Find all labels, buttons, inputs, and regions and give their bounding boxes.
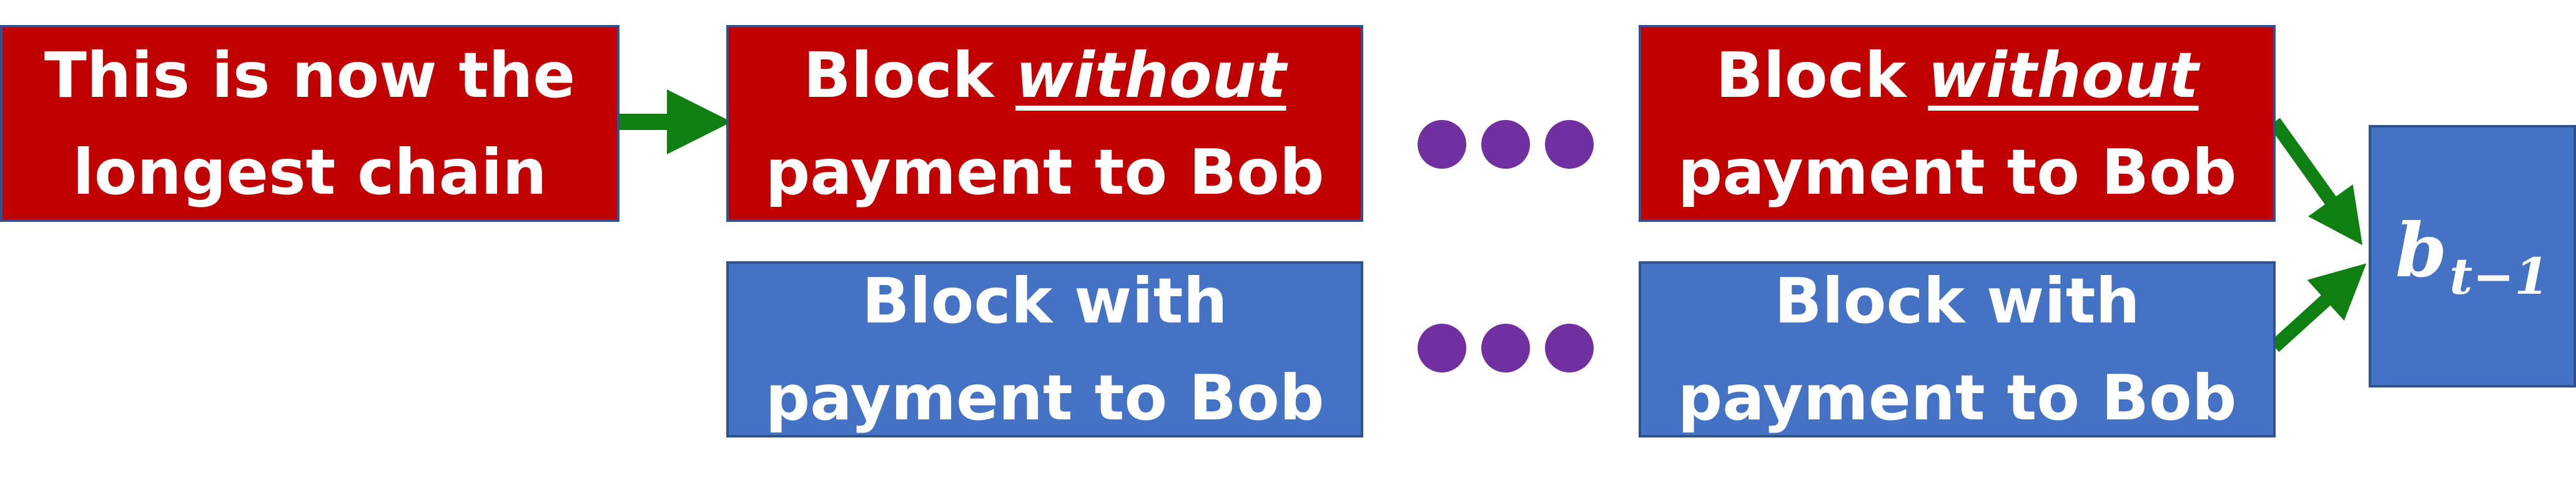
block-word: Block [1715,38,1928,112]
longest-chain-line2: longest chain [72,135,547,209]
ellipsis-bottom [1418,324,1594,372]
block-without-line2: payment to Bob [1677,135,2237,209]
block-word: Block [803,38,1016,112]
block-with-line1: Block with [862,264,1228,338]
block-without-line1: Block without [1715,27,2198,124]
target-label-subscript: t−1 [2449,247,2550,306]
block-without-line1: Block without [803,27,1286,124]
ellipsis-dot [1481,324,1530,372]
arrow-bottom-block-to-target [2269,263,2367,352]
block-without-payment-1: Block without payment to Bob [726,25,1363,222]
arrow-top-block-to-target [2269,118,2363,246]
block-with-payment-1: Block with payment to Bob [726,261,1363,438]
block-with-line1: Block with [1774,264,2140,338]
ellipsis-dot [1418,120,1466,169]
longest-chain-block: This is now the longest chain [0,25,619,222]
target-label: bt−1 [2396,207,2549,306]
ellipsis-top [1418,120,1594,169]
without-emphasis: without [1928,38,2199,112]
without-emphasis: without [1015,38,1286,112]
ellipsis-dot [1418,324,1466,372]
ellipsis-dot [1545,324,1594,372]
block-with-payment-2: Block with payment to Bob [1639,261,2276,438]
block-without-line2: payment to Bob [765,135,1325,209]
target-label-base: b [2395,207,2447,294]
target-block-b-t-minus-1: bt−1 [2369,125,2576,388]
block-without-payment-2: Block without payment to Bob [1639,25,2276,222]
ellipsis-dot [1481,120,1530,169]
block-with-line2: payment to Bob [1677,361,2237,434]
longest-chain-line1: This is now the [44,38,576,112]
block-with-line2: payment to Bob [765,361,1325,434]
ellipsis-dot [1545,120,1594,169]
